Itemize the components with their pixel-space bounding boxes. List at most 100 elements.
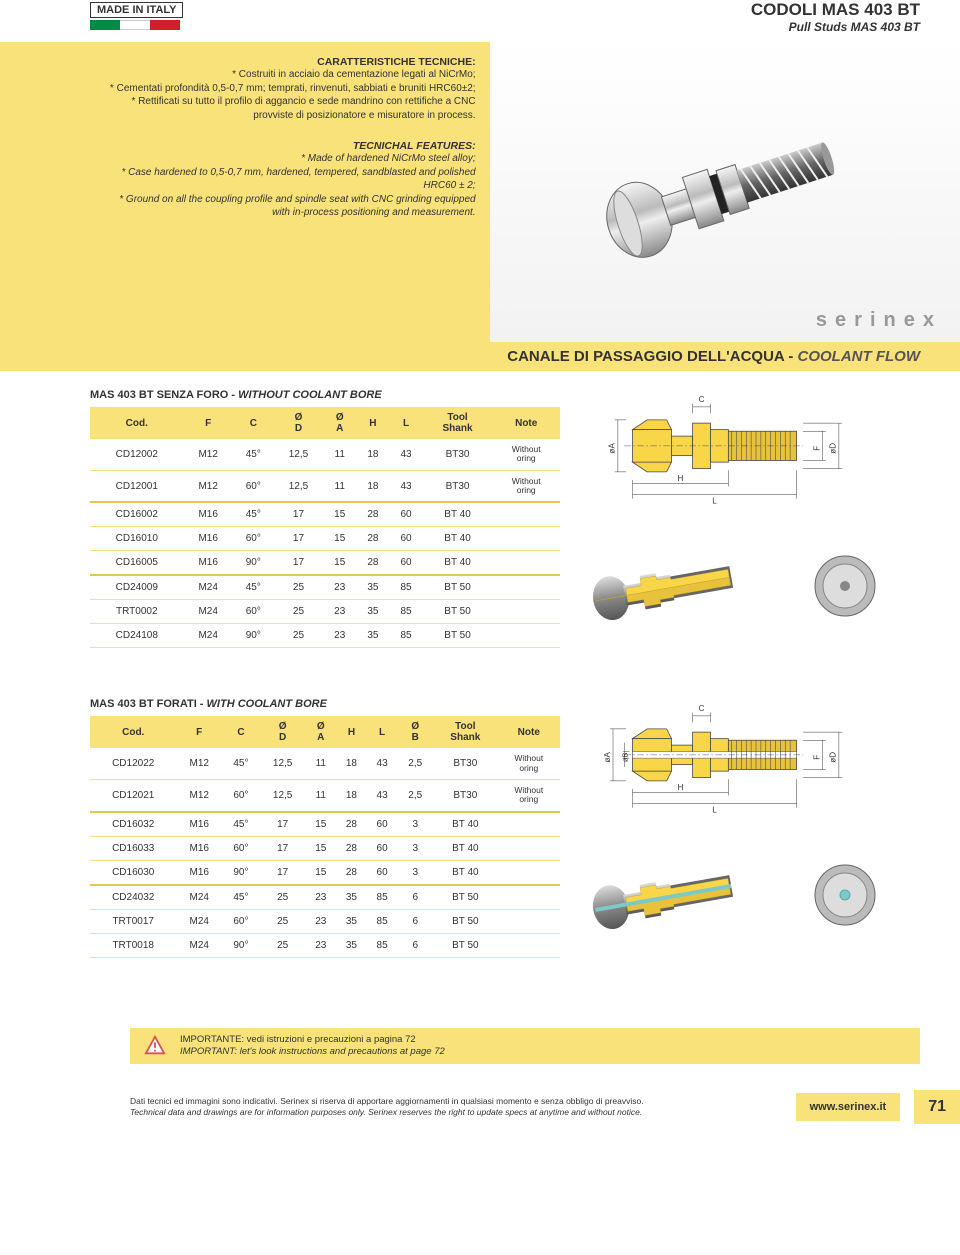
col-header: ToolShank	[423, 407, 493, 439]
col-header: Note	[492, 407, 560, 439]
table-cell: BT 50	[423, 624, 493, 648]
table-cell: CD12001	[90, 470, 184, 502]
table-row: CD16010M1660°17152860BT 40	[90, 527, 560, 551]
footer-page-number: 71	[914, 1090, 960, 1124]
table-cell: 45°	[222, 885, 260, 910]
table-cell: 2,5	[397, 780, 433, 812]
dim-c2: C	[699, 704, 705, 713]
features-en-l3: HRC60 ± 2;	[40, 179, 476, 193]
col-header: C	[222, 716, 260, 748]
col-header: L	[389, 407, 422, 439]
table-cell: BT30	[423, 439, 493, 470]
table-cell: BT 40	[423, 527, 493, 551]
banner-en: COOLANT FLOW	[798, 348, 920, 365]
table2: Cod.FCØDØAHLØBToolShankNote CD12022M1245…	[90, 716, 560, 957]
dim-ob2: øB	[621, 753, 630, 762]
end-view-1	[810, 551, 880, 621]
table-cell: 11	[305, 780, 336, 812]
table-cell: 12,5	[260, 780, 306, 812]
diagram1-column: C H L F øD øA	[580, 389, 920, 658]
table-cell: 35	[336, 885, 367, 910]
end-view-2	[810, 860, 880, 930]
table-cell: 90°	[222, 860, 260, 885]
table-cell: 60	[367, 812, 398, 837]
table-cell: 23	[323, 624, 356, 648]
table-cell: 17	[274, 551, 323, 576]
table-cell: 25	[260, 885, 306, 910]
table-cell: M16	[184, 502, 233, 527]
table-cell: 25	[260, 933, 306, 957]
table-row: CD12001M1260°12,5111843BT30Withoutoring	[90, 470, 560, 502]
table-cell: 3	[397, 836, 433, 860]
table-cell	[492, 575, 560, 600]
col-header: Cod.	[90, 716, 176, 748]
footer-it: Dati tecnici ed immagini sono indicativi…	[130, 1096, 782, 1107]
table-cell: M12	[184, 439, 233, 470]
table-cell: BT 50	[433, 885, 498, 910]
table-cell: BT 40	[433, 860, 498, 885]
col-header: ØA	[305, 716, 336, 748]
dim-od2: øD	[829, 752, 838, 763]
table-cell: M12	[184, 470, 233, 502]
table-cell: 17	[274, 502, 323, 527]
section-without-bore: MAS 403 BT SENZA FORO - WITHOUT COOLANT …	[0, 371, 960, 658]
pull-stud-photo	[568, 77, 881, 306]
table-cell: 90°	[233, 551, 274, 576]
features-en-title: TECNICHAL FEATURES:	[40, 140, 476, 152]
features-en-l4: * Ground on all the coupling profile and…	[40, 193, 476, 207]
table-cell: 23	[305, 909, 336, 933]
dim-h2: H	[678, 783, 684, 792]
table-cell: 60	[367, 860, 398, 885]
table-cell	[498, 885, 560, 910]
table-cell: 18	[356, 439, 389, 470]
table1-title: MAS 403 BT SENZA FORO - WITHOUT COOLANT …	[90, 389, 560, 401]
table-cell: 60	[389, 551, 422, 576]
table-cell: BT 50	[423, 600, 493, 624]
table-cell: M16	[184, 527, 233, 551]
table-cell: M24	[176, 933, 222, 957]
table-cell: M12	[176, 780, 222, 812]
table-cell	[498, 909, 560, 933]
table1: Cod.FCØDØAHLToolShankNote CD12002M1245°1…	[90, 407, 560, 648]
table-cell: 28	[336, 836, 367, 860]
table-cell: 60°	[233, 527, 274, 551]
table-cell: M16	[184, 551, 233, 576]
render3d-1	[580, 531, 880, 641]
table-row: CD16030M1690°171528603BT 40	[90, 860, 560, 885]
table-cell: 12,5	[274, 439, 323, 470]
table-cell: CD12021	[90, 780, 176, 812]
table-cell	[492, 624, 560, 648]
table-cell: 85	[367, 909, 398, 933]
table-cell: 11	[323, 470, 356, 502]
table-cell: Withoutoring	[498, 748, 560, 779]
table-cell: 17	[260, 836, 306, 860]
table-cell: 17	[260, 812, 306, 837]
table-cell: 85	[367, 885, 398, 910]
table-cell: BT30	[433, 748, 498, 779]
features-en-l5: with in-process positioning and measurem…	[40, 206, 476, 220]
table-cell: 43	[367, 748, 398, 779]
brand-watermark: serinex	[816, 309, 942, 332]
table-cell: CD24032	[90, 885, 176, 910]
table-cell: 35	[336, 909, 367, 933]
table-row: CD12002M1245°12,5111843BT30Withoutoring	[90, 439, 560, 470]
col-header: ØA	[323, 407, 356, 439]
table2-title-en: WITH COOLANT BORE	[207, 698, 327, 710]
table-cell	[498, 860, 560, 885]
page: MADE IN ITALY CODOLI MAS 403 BT Pull Stu…	[0, 0, 960, 1134]
table-cell: 28	[356, 502, 389, 527]
table-cell: Withoutoring	[492, 470, 560, 502]
page-title-block: CODOLI MAS 403 BT Pull Studs MAS 403 BT	[751, 0, 920, 34]
dim-oa: øA	[608, 443, 617, 454]
footer-link[interactable]: www.serinex.it	[796, 1093, 901, 1121]
features-en: TECNICHAL FEATURES: * Made of hardened N…	[40, 140, 476, 220]
table-cell: 25	[274, 575, 323, 600]
table-cell: 2,5	[397, 748, 433, 779]
table-cell: M16	[176, 860, 222, 885]
table-cell: CD24009	[90, 575, 184, 600]
table-cell: 3	[397, 860, 433, 885]
table-cell: 6	[397, 885, 433, 910]
table-cell: 23	[323, 575, 356, 600]
table-cell: BT 40	[433, 836, 498, 860]
italy-flag-icon	[90, 20, 180, 30]
